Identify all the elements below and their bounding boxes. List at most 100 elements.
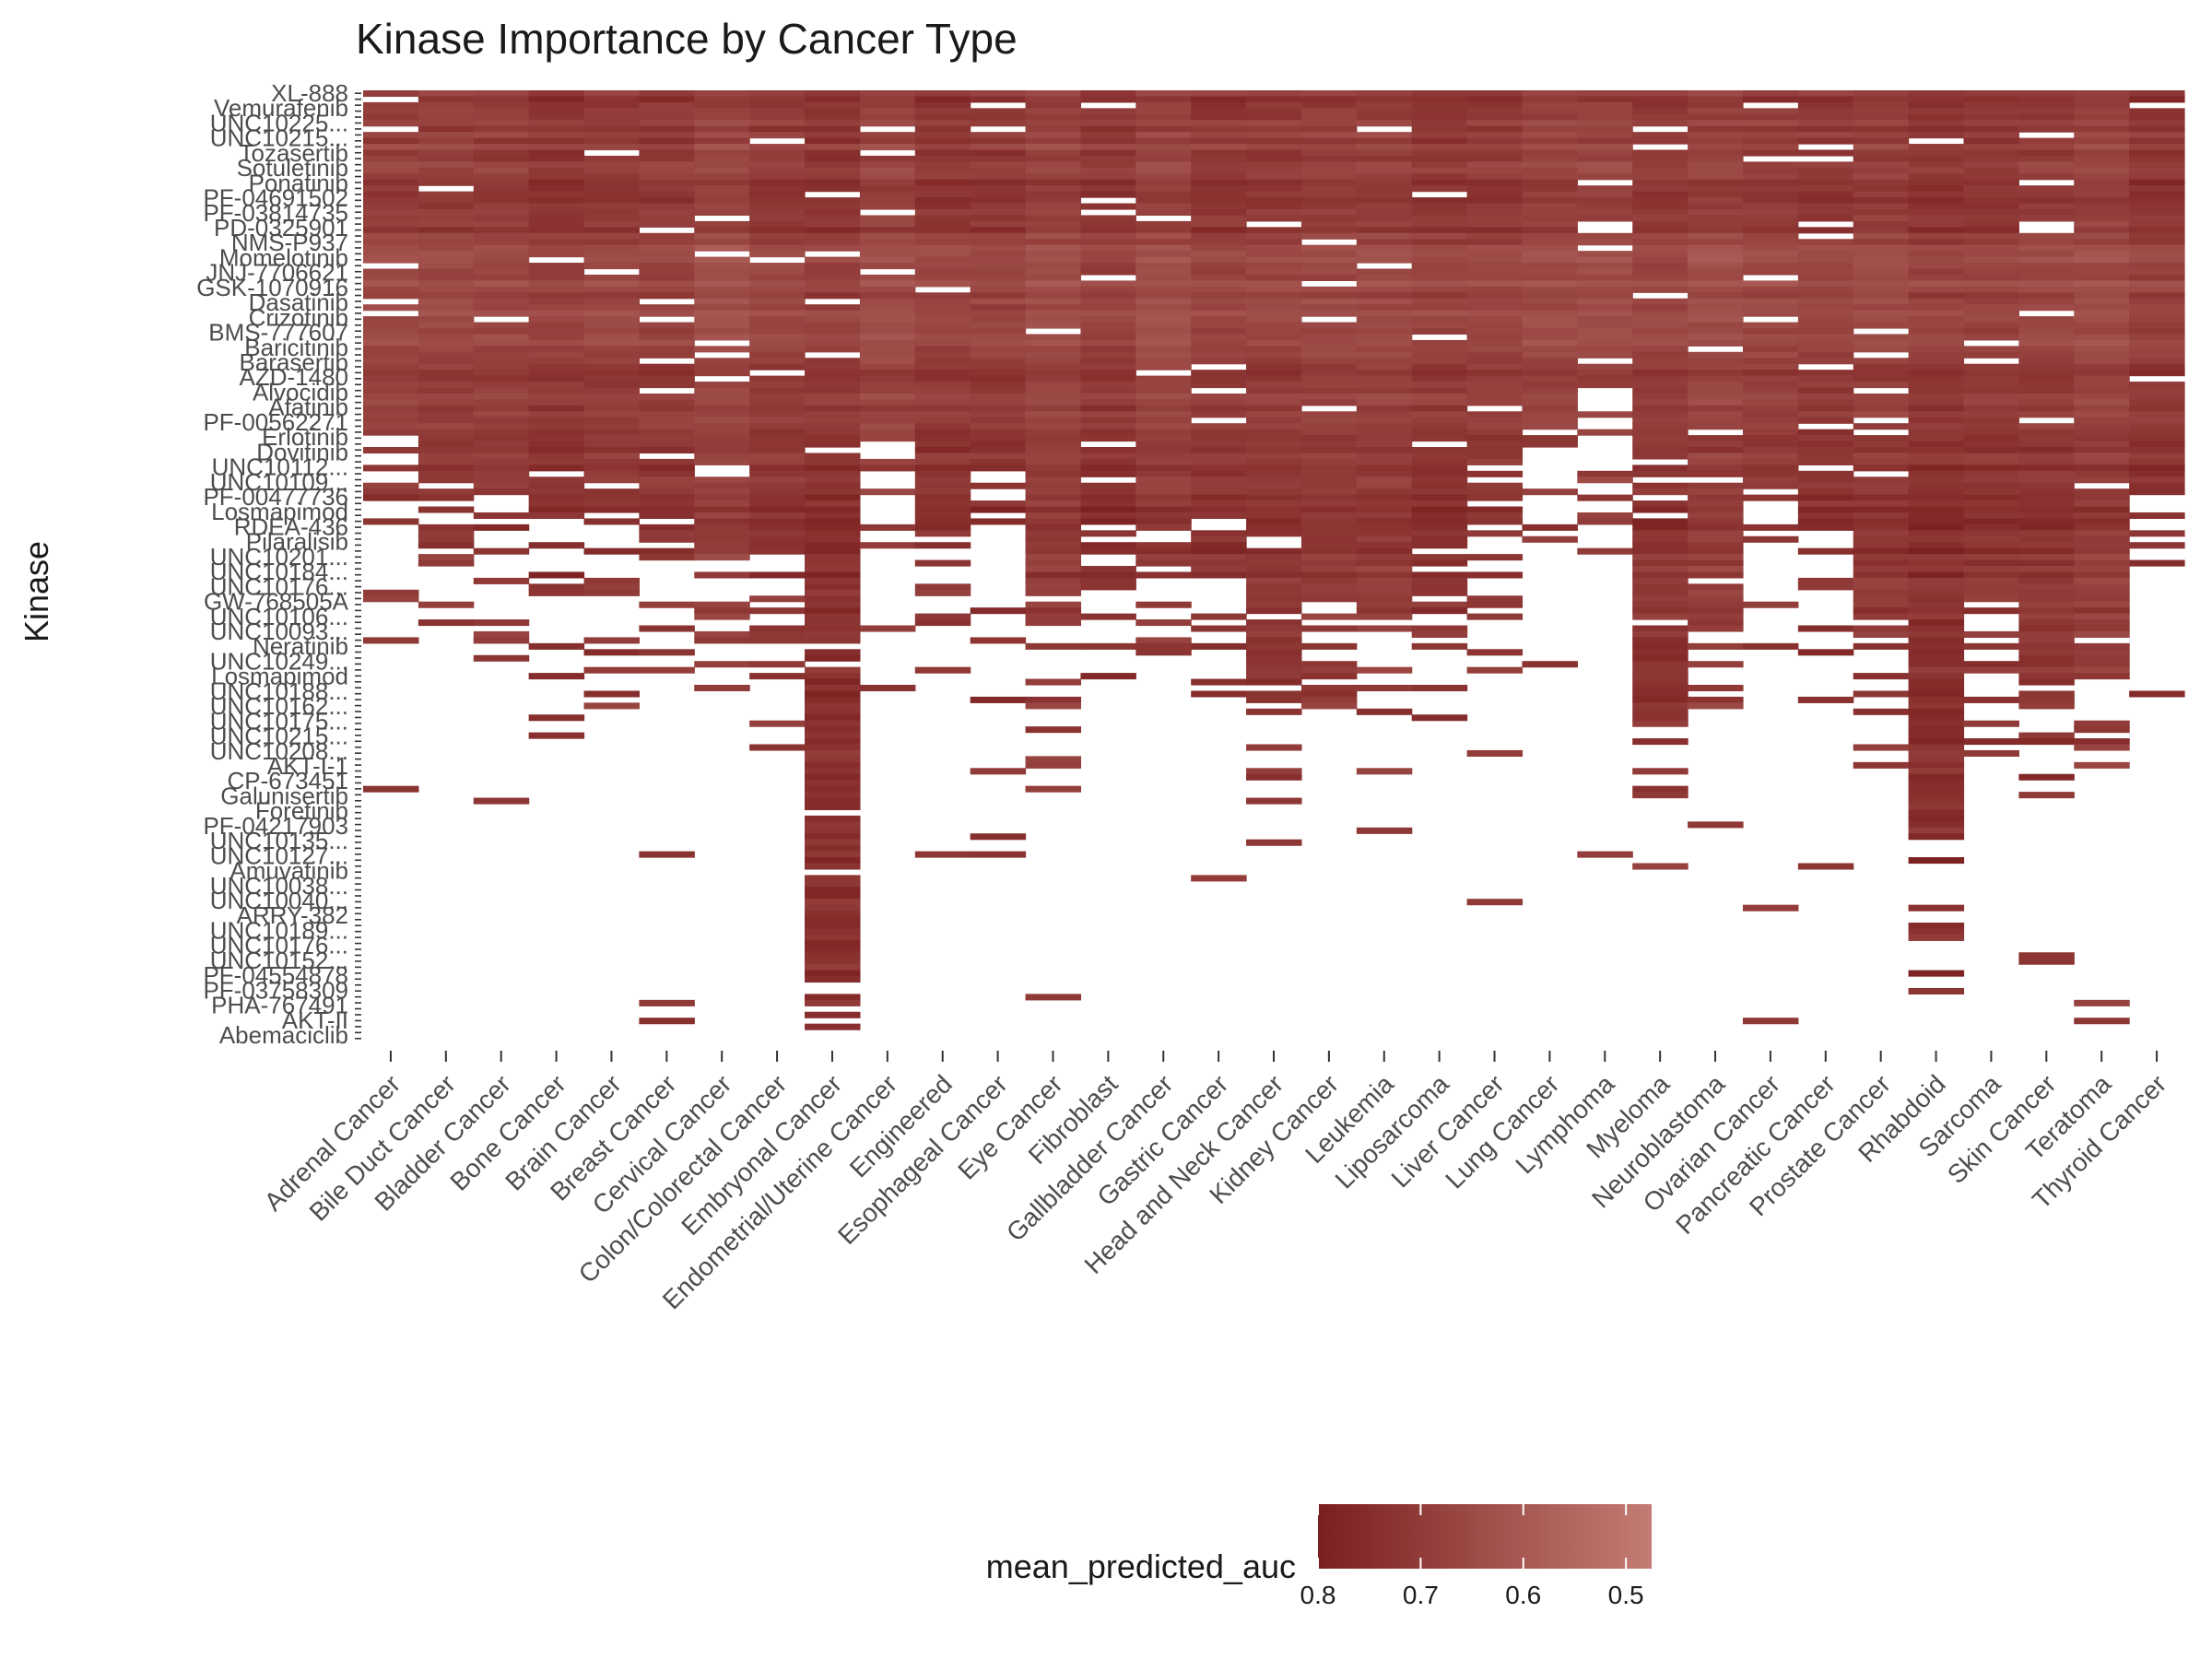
heatmap-cell [805, 417, 861, 424]
heatmap-cell [1411, 244, 1468, 252]
heatmap-cell [859, 399, 916, 406]
heatmap-cell [805, 334, 861, 341]
heatmap-cell [1742, 435, 1799, 442]
heatmap-cell [1797, 215, 1854, 222]
heatmap-cell [1466, 220, 1524, 228]
heatmap-cell [418, 524, 475, 531]
heatmap-cell [1191, 613, 1247, 620]
heatmap-cell [1411, 268, 1468, 276]
heatmap-cell [639, 1018, 695, 1025]
heatmap-cell [1466, 316, 1524, 324]
heatmap-cell [2018, 113, 2075, 121]
heatmap-cell [970, 185, 1027, 193]
y-tick-label: JNJ-7706621 [206, 259, 348, 287]
heatmap-cell [363, 256, 419, 264]
heatmap-cell [1300, 399, 1358, 406]
heatmap-cell [1411, 447, 1468, 454]
heatmap-cell [2018, 619, 2075, 627]
heatmap-cell [1522, 524, 1578, 531]
heatmap-cell [2074, 251, 2130, 258]
heatmap-cell [418, 477, 475, 484]
heatmap-cell [1522, 535, 1578, 543]
heatmap-cell [805, 577, 861, 584]
heatmap-cell [1466, 387, 1524, 394]
heatmap-cell [2074, 535, 2130, 543]
heatmap-cell [1356, 220, 1413, 228]
heatmap-cell [2074, 666, 2130, 674]
heatmap-cell [694, 292, 750, 300]
heatmap-cell [970, 393, 1027, 400]
heatmap-cell [805, 423, 861, 430]
heatmap-cell [1300, 500, 1358, 508]
heatmap-cell [363, 328, 419, 335]
heatmap-cell [1632, 215, 1688, 222]
heatmap-cell [1742, 197, 1799, 205]
heatmap-cell [1025, 185, 1082, 193]
heatmap-cell [970, 310, 1027, 317]
heatmap-cell [1411, 494, 1468, 501]
heatmap-cell [418, 411, 475, 418]
heatmap-cell [2074, 654, 2130, 662]
heatmap-cell [473, 191, 530, 198]
heatmap-cell [805, 928, 861, 935]
heatmap-cell [528, 506, 585, 513]
heatmap-cell [1908, 328, 1965, 335]
heatmap-cell [694, 197, 750, 205]
heatmap-cell [1688, 696, 1744, 703]
heatmap-cell [2129, 429, 2185, 436]
heatmap-cell [1080, 405, 1136, 412]
heatmap-cell [1300, 547, 1358, 555]
heatmap-cell [2074, 144, 2130, 151]
heatmap-cell [1908, 488, 1965, 496]
heatmap-cell [2018, 732, 2075, 739]
heatmap-cell [473, 96, 530, 103]
heatmap-cell [1300, 370, 1358, 377]
heatmap-cell [1080, 518, 1136, 525]
heatmap-cell [363, 227, 419, 234]
heatmap-cell [1025, 227, 1082, 234]
heatmap-cell [583, 477, 640, 484]
heatmap-cell [1191, 458, 1247, 465]
heatmap-cell [418, 542, 475, 549]
heatmap-cell [1411, 113, 1468, 121]
heatmap-cell [1300, 535, 1358, 543]
heatmap-cell [1025, 506, 1082, 513]
heatmap-cell [914, 137, 971, 145]
heatmap-cell [528, 251, 585, 258]
heatmap-cell [1356, 137, 1413, 145]
heatmap-cell [1466, 101, 1524, 109]
heatmap-cell [914, 120, 971, 127]
heatmap-cell [639, 494, 695, 501]
heatmap-cell [528, 191, 585, 198]
heatmap-cell [1908, 559, 1965, 567]
heatmap-cell [363, 429, 419, 436]
heatmap-cell [2018, 690, 2075, 698]
heatmap-cell [363, 346, 419, 353]
heatmap-cell [1632, 239, 1688, 246]
heatmap-cell [914, 132, 971, 139]
heatmap-cell [2074, 494, 2130, 501]
heatmap-cell [1466, 399, 1524, 406]
heatmap-cell [1080, 346, 1136, 353]
heatmap-cell [805, 583, 861, 591]
heatmap-cell [694, 661, 750, 668]
y-tick-label: UNC10112... [212, 453, 348, 481]
heatmap-cell [805, 887, 861, 894]
y-tick-label: XL-888 [271, 79, 348, 107]
heatmap-cell [1797, 375, 1854, 382]
heatmap-cell [1632, 595, 1688, 603]
heatmap-cell [1246, 429, 1302, 436]
heatmap-cell [2129, 411, 2185, 418]
heatmap-cell [805, 393, 861, 400]
heatmap-cell [1356, 429, 1413, 436]
heatmap-cell [1742, 292, 1799, 300]
heatmap-cell [1632, 589, 1688, 596]
heatmap-cell [1356, 132, 1413, 139]
heatmap-cell [805, 685, 861, 692]
heatmap-cell [1300, 227, 1358, 234]
heatmap-cell [2129, 465, 2185, 472]
heatmap-cell [805, 780, 861, 787]
heatmap-cell [1963, 429, 2019, 436]
heatmap-cell [1632, 447, 1688, 454]
